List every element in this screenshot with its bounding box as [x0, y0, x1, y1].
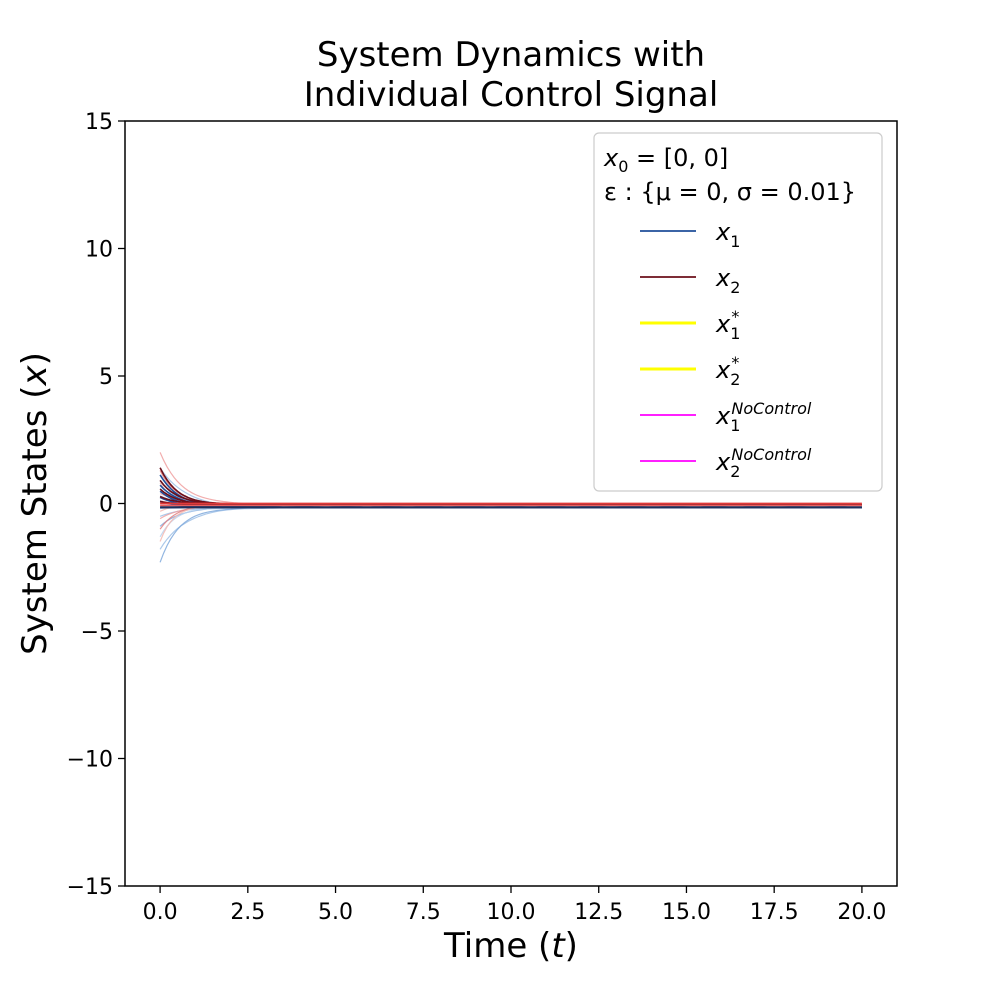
chart-title-line: System Dynamics with [317, 35, 705, 75]
x-tick-label: 5.0 [318, 900, 353, 925]
legend-label: x1NoControl [715, 399, 812, 435]
y-tick-label: 10 [85, 238, 113, 263]
legend-note: ε : {μ = 0, σ = 0.01} [604, 178, 856, 206]
x-tick-label: 12.5 [574, 900, 623, 925]
legend-label: x2NoControl [715, 445, 812, 481]
legend-label: x2* [715, 353, 740, 389]
legend: x0 = [0, 0]ε : {μ = 0, σ = 0.01} x1 x2 x1* x… [593, 132, 883, 492]
x-tick-label: 15.0 [662, 900, 711, 925]
x-tick-label: 0.0 [143, 900, 178, 925]
y-tick-label: 15 [85, 110, 113, 135]
x-axis: 0.0 2.5 5.0 7.5 10.0 12.5 15.0 17.5 20.0 [143, 886, 886, 925]
y-tick-label: 0 [99, 493, 113, 518]
x-axis-label: Time (t) [443, 926, 578, 966]
axis-labels: Time (t) System States (x) [15, 352, 578, 966]
x1-sample-trajectory [159, 506, 862, 538]
x-tick-label: 7.5 [406, 900, 441, 925]
x1-sample-trajectory [159, 506, 862, 550]
y-axis: −15 −10 −5 0 5 10 15 [67, 110, 125, 900]
legend-box [593, 132, 883, 492]
series-group [159, 452, 862, 563]
legend-label: x2 [715, 264, 740, 297]
y-axis-label: System States (x) [15, 352, 55, 655]
x1-sample-trajectory [159, 506, 862, 527]
y-tick-label: −10 [67, 748, 113, 773]
chart-title-line: Individual Control Signal [304, 75, 719, 115]
x-tick-label: 10.0 [487, 900, 536, 925]
legend-label: x1 [715, 218, 740, 251]
x1-sample-trajectory [159, 506, 862, 563]
x-tick-label: 17.5 [750, 900, 799, 925]
y-tick-label: 5 [99, 365, 113, 390]
legend-label: x1* [715, 307, 740, 343]
y-tick-label: −15 [67, 875, 113, 900]
x-tick-label: 20.0 [837, 900, 886, 925]
x2-sample-trajectory [159, 503, 862, 542]
legend-note: x0 = [0, 0] [603, 144, 728, 176]
y-tick-label: −5 [81, 620, 113, 645]
x-tick-label: 2.5 [230, 900, 265, 925]
